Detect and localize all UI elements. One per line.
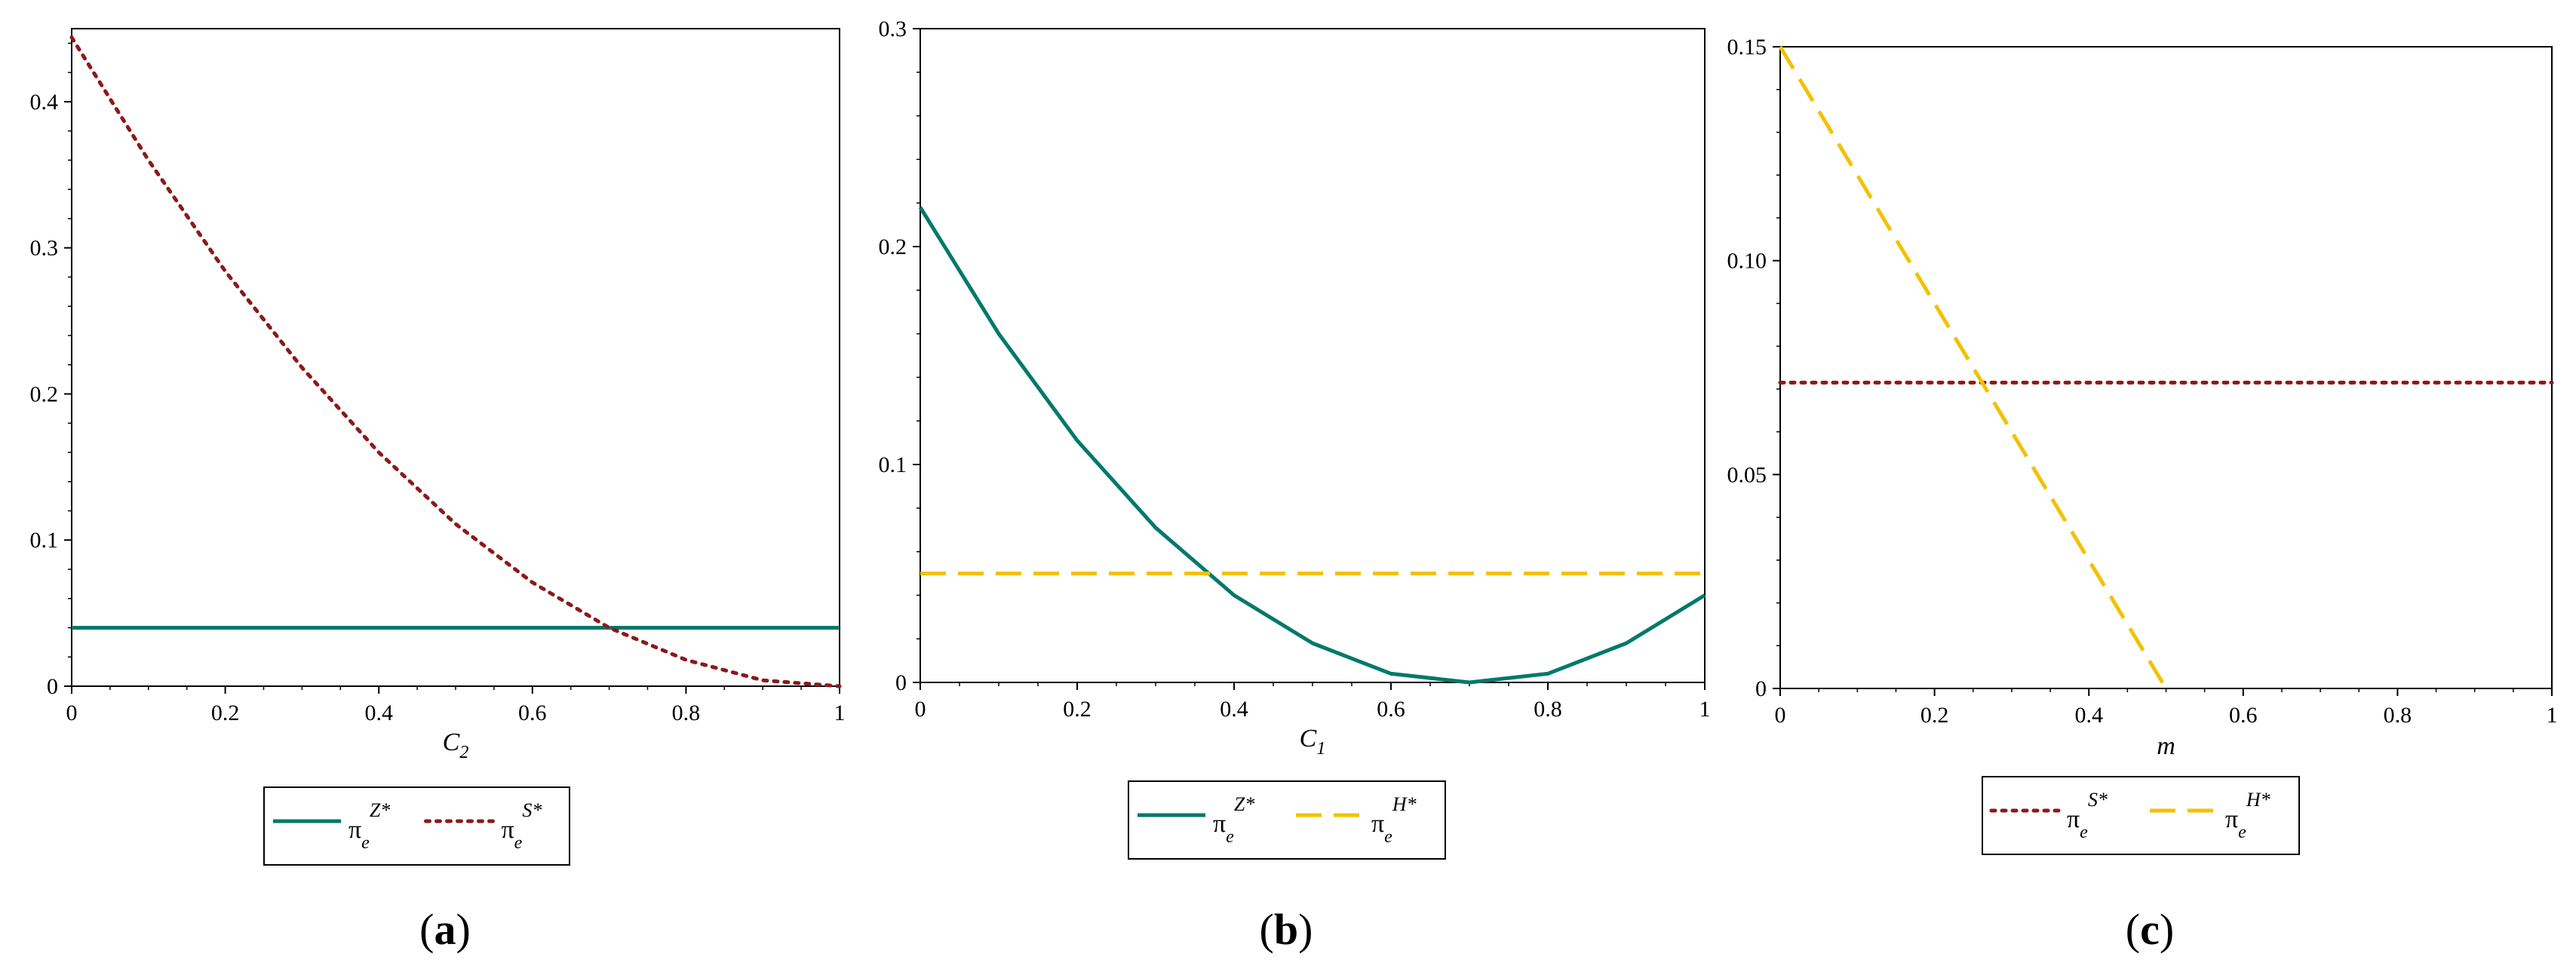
plot-frame — [920, 28, 1706, 683]
x-axis-label: C1 — [1300, 725, 1326, 759]
legend-entry: πeS* — [2067, 789, 2108, 842]
chart-panel-c: 0 0.2 0.4 0.6 0.8 1 0 0.05 0.10 0.15 m πeS* πeH* (c) — [1727, 35, 2558, 954]
x-tick-label: 0 — [915, 697, 926, 722]
y-tick-label: 0.1 — [879, 452, 907, 477]
legend-entry: πeH* — [2225, 789, 2271, 842]
legend-entry: πeZ* — [1213, 793, 1254, 847]
plot-frame — [1779, 46, 2553, 689]
x-axis-label: C2 — [443, 728, 469, 762]
y-tick-label: 0.3 — [30, 236, 59, 261]
legend-entry: πeZ* — [348, 799, 390, 853]
y-tick-label: 0.1 — [30, 528, 59, 553]
x-tick-label: 0.6 — [1377, 697, 1405, 722]
x-tick-label: 0.2 — [1063, 697, 1091, 722]
legend-entry: πeS* — [502, 799, 542, 853]
x-tick-label: 0.4 — [1220, 697, 1248, 722]
legend: πeS* πeH* — [1982, 776, 2300, 855]
x-tick-label: 0.4 — [364, 701, 393, 725]
chart-panel-b: 0 0.2 0.4 0.6 0.8 1 0 0.1 0.2 0.3 C1 πeZ* πeH* (b) — [879, 17, 1711, 954]
x-tick-label: 0 — [1775, 703, 1786, 728]
y-tick-label: 0 — [47, 674, 58, 699]
panel-label: (c) — [2126, 905, 2174, 954]
y-tick-label: 0.4 — [30, 90, 59, 115]
y-tick-label: 0.05 — [1727, 462, 1767, 487]
y-tick-label: 0 — [1755, 676, 1767, 701]
y-tick-label: 0.2 — [879, 235, 907, 259]
y-tick-label: 0.3 — [879, 17, 907, 41]
y-tick-label: 0.2 — [30, 382, 59, 406]
x-tick-label: 0.2 — [211, 701, 240, 725]
y-tick-label: 0 — [895, 670, 907, 695]
x-axis-label-sub: 2 — [459, 743, 468, 762]
plot-frame — [71, 28, 840, 687]
x-tick-label: 0.4 — [2074, 703, 2103, 728]
series-line — [918, 206, 1706, 685]
series-line — [1778, 45, 2168, 690]
legend-entry: πeH* — [1371, 793, 1417, 847]
y-tick-label: 0.10 — [1727, 249, 1767, 274]
y-tick-label: 0.15 — [1727, 35, 1767, 60]
legend-box — [1128, 780, 1446, 860]
x-tick-label: 1 — [834, 701, 846, 725]
x-tick-label: 1 — [1699, 697, 1711, 722]
x-tick-label: 1 — [2547, 703, 2558, 728]
x-axis-label-sub: 1 — [1316, 739, 1325, 759]
series-line — [69, 35, 842, 688]
x-tick-label: 0.8 — [2384, 703, 2412, 728]
x-tick-label: 0 — [66, 701, 78, 725]
legend: πeZ* πeH* — [1128, 780, 1446, 860]
panel-label: (a) — [419, 905, 471, 954]
chart-panel-a: 0 0.2 0.4 0.6 0.8 1 0 0.1 0.2 0.3 0.4 C2 πeZ* πeS* (a) — [30, 28, 846, 954]
x-tick-label: 0.8 — [672, 701, 701, 725]
panel-label: (b) — [1260, 905, 1313, 954]
legend-box — [263, 786, 570, 866]
x-tick-label: 0.2 — [1920, 703, 1949, 728]
x-tick-label: 0.6 — [518, 701, 547, 725]
x-axis-label: m — [2157, 732, 2175, 760]
x-tick-label: 0.8 — [1534, 697, 1562, 722]
legend-box — [1982, 776, 2300, 855]
x-tick-label: 0.6 — [2229, 703, 2258, 728]
legend: πeZ* πeS* — [263, 786, 570, 866]
